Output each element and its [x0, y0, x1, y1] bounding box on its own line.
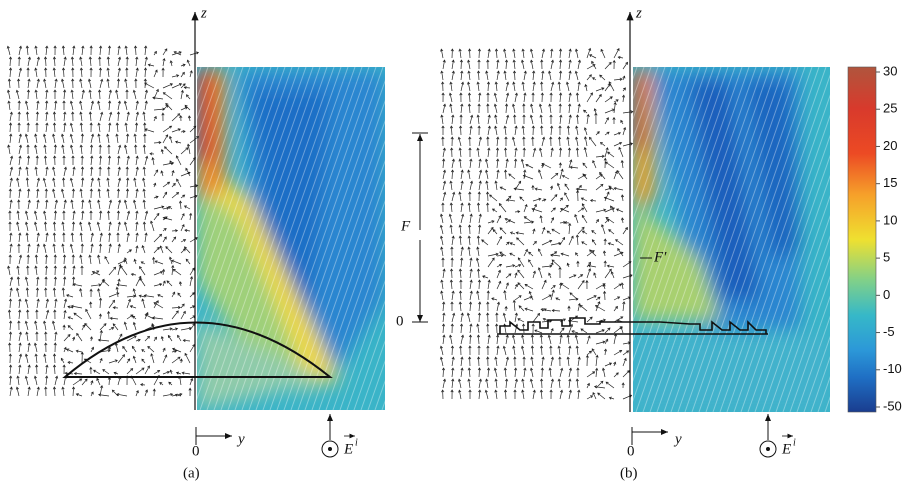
- panel-label: (a): [183, 465, 200, 481]
- y-label: y: [673, 431, 682, 447]
- colorbar-tick-label: -10: [883, 361, 902, 376]
- vector-field: [6, 45, 200, 397]
- field-superscript: i: [355, 437, 358, 448]
- colorbar-tick-label: -5: [883, 324, 895, 339]
- vector-field: [439, 47, 634, 400]
- z-label: z: [635, 5, 642, 21]
- focal-point-label: F′: [653, 249, 667, 265]
- focal-origin-label: 0: [396, 313, 404, 329]
- colorbar-tick-label: 25: [883, 101, 897, 116]
- origin-label: 0: [192, 443, 200, 459]
- out-of-plane-symbol: [759, 440, 777, 458]
- lens: [497, 317, 768, 335]
- out-of-plane-symbol: [321, 440, 339, 458]
- colorbar-tick-label: 0: [883, 287, 890, 302]
- field-map: [197, 67, 385, 410]
- field-map: [633, 67, 830, 412]
- focal-length-label: F: [400, 218, 411, 234]
- colorbar-tick-label: 30: [883, 63, 897, 78]
- interference-stripes: [197, 67, 830, 412]
- field-symbol: E: [343, 441, 353, 457]
- colorbar-tick-label: 15: [883, 175, 897, 190]
- colorbar-tick-label: -50: [883, 398, 902, 413]
- colorbar-tick-label: 10: [883, 212, 897, 227]
- field-superscript: i: [793, 437, 796, 448]
- field-symbol: E: [781, 441, 791, 457]
- origin-label: 0: [627, 443, 635, 459]
- colorbar: 30 25 20 15 10 5 0 -5 -10 -50: [847, 63, 902, 413]
- colorbar-scale: [847, 66, 877, 413]
- z-label: z: [200, 5, 207, 21]
- panel-label: (b): [620, 465, 638, 481]
- lens: [62, 321, 333, 378]
- out-of-plane-dot: [328, 447, 332, 451]
- colorbar-tick-label: 5: [883, 250, 890, 265]
- y-label: y: [236, 431, 245, 447]
- colorbar-tick-label: 20: [883, 138, 897, 153]
- out-of-plane-dot: [766, 447, 770, 451]
